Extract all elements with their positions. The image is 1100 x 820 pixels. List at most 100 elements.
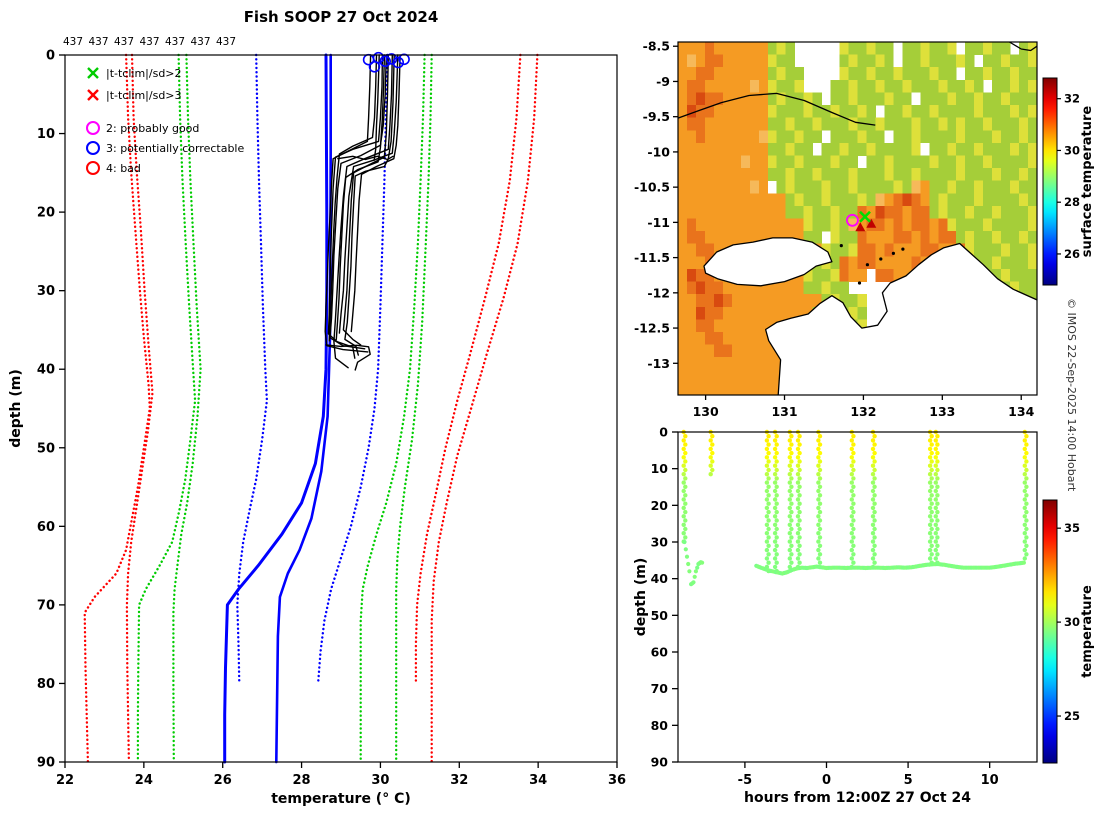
sst-cell bbox=[803, 155, 813, 169]
profile-dot bbox=[927, 463, 933, 468]
profile-dot bbox=[870, 514, 876, 519]
fish-profile-7 bbox=[350, 54, 401, 333]
profile-dot bbox=[935, 543, 940, 548]
sst-cell bbox=[929, 168, 939, 181]
sst-cell bbox=[740, 218, 751, 232]
profile-dot bbox=[766, 476, 771, 481]
green-x-marker bbox=[859, 210, 871, 223]
sst-cell bbox=[875, 268, 885, 282]
sst-cell bbox=[839, 180, 849, 194]
sst-cell bbox=[1019, 79, 1029, 93]
sst-cell bbox=[731, 382, 742, 396]
sst-cell bbox=[929, 117, 939, 131]
sst-cell bbox=[749, 281, 760, 295]
x-tick-label: 30 bbox=[371, 773, 389, 788]
sst-cell bbox=[974, 117, 984, 131]
sst-cell bbox=[704, 54, 715, 68]
sst-cell bbox=[1010, 142, 1020, 156]
profile-dot bbox=[933, 522, 938, 527]
magenta-circle-marker bbox=[845, 213, 859, 227]
profile-dot bbox=[927, 446, 933, 452]
sst-cell bbox=[938, 130, 948, 144]
map-y-tick-label: -8.5 bbox=[643, 39, 670, 54]
profile-dot bbox=[870, 539, 876, 544]
sst-cell bbox=[722, 67, 733, 81]
profile-dot bbox=[816, 488, 821, 494]
sst-cell bbox=[767, 306, 778, 320]
sst-cell bbox=[722, 54, 733, 68]
map-y-tick-label: -9.5 bbox=[643, 109, 670, 124]
depth-time-plot: -5 0 5 10 0 10 20 30 40 50 60 70 80 90 hours from 12:0… bbox=[633, 425, 1095, 807]
profile-dot bbox=[849, 505, 854, 511]
sst-cell bbox=[965, 243, 975, 257]
profile-dot bbox=[683, 509, 688, 515]
profile-dot bbox=[787, 480, 792, 485]
sst-cell bbox=[704, 105, 715, 118]
profile-dot bbox=[766, 459, 771, 464]
sst-cell bbox=[812, 168, 822, 181]
sst-cell bbox=[893, 231, 903, 244]
profile-dot bbox=[764, 488, 770, 494]
profile-dot bbox=[683, 450, 688, 456]
sst-cell bbox=[767, 168, 778, 181]
profile-dot bbox=[927, 514, 933, 519]
sst-cell bbox=[696, 256, 706, 270]
sst-cell bbox=[821, 281, 831, 295]
sst-cell bbox=[767, 369, 778, 383]
sst-cell bbox=[776, 130, 786, 144]
sst-cell bbox=[1019, 243, 1029, 257]
profile-dot bbox=[708, 446, 713, 452]
sst-cell bbox=[974, 155, 984, 169]
sst-cell bbox=[830, 79, 840, 93]
profile-dot bbox=[797, 476, 802, 481]
sst-cell bbox=[830, 281, 840, 295]
sst-cell bbox=[884, 193, 894, 207]
clim-green-lower-1 bbox=[136, 53, 197, 764]
sst-cell bbox=[812, 155, 822, 169]
sst-cell bbox=[902, 155, 912, 169]
sst-cell bbox=[848, 130, 858, 144]
sst-cell bbox=[965, 168, 975, 181]
sst-cell bbox=[947, 130, 957, 144]
sst-cell bbox=[893, 79, 903, 93]
profile-dot bbox=[681, 438, 686, 443]
sst-cell bbox=[830, 243, 840, 257]
sst-cell bbox=[696, 67, 706, 81]
sst-cell bbox=[785, 79, 795, 93]
sst-cell bbox=[722, 382, 733, 396]
sst-cell bbox=[704, 130, 715, 144]
profile-dot bbox=[681, 514, 686, 519]
sst-cell bbox=[740, 130, 751, 144]
profile-dot bbox=[935, 518, 940, 523]
profile-dot bbox=[797, 552, 802, 557]
profile-dot bbox=[797, 526, 802, 532]
profile-dot bbox=[1022, 455, 1027, 460]
profile-dot bbox=[929, 509, 934, 515]
sst-cell bbox=[740, 319, 751, 333]
x-axis-label: temperature (° C) bbox=[271, 791, 411, 807]
profile-dot bbox=[772, 438, 778, 443]
sst-cell bbox=[713, 92, 724, 106]
profile-count: 437 bbox=[114, 36, 134, 48]
sst-cell bbox=[830, 168, 840, 181]
profile-dot bbox=[870, 488, 876, 494]
profile-dot bbox=[795, 455, 801, 460]
sst-cell bbox=[687, 382, 697, 396]
sst-cell bbox=[713, 155, 724, 169]
x-axis-label: hours from 12:00Z 27 Oct 24 bbox=[744, 790, 971, 806]
sst-cell bbox=[704, 218, 715, 232]
y-tick-label: 80 bbox=[37, 677, 55, 692]
sst-cell bbox=[767, 105, 778, 118]
profile-dot bbox=[1022, 522, 1027, 527]
sst-cell bbox=[857, 243, 867, 257]
sst-cell bbox=[920, 54, 930, 68]
y-tick-label: 50 bbox=[37, 441, 55, 456]
fish-profile-6 bbox=[342, 54, 389, 346]
profile-dot bbox=[872, 501, 877, 506]
map-y-tick-label: -9 bbox=[656, 74, 670, 89]
profile-dot bbox=[851, 476, 856, 481]
profile-dot bbox=[1024, 484, 1029, 489]
sst-cell bbox=[776, 42, 786, 55]
sst-cell bbox=[857, 218, 867, 232]
profile-dot bbox=[933, 446, 938, 452]
